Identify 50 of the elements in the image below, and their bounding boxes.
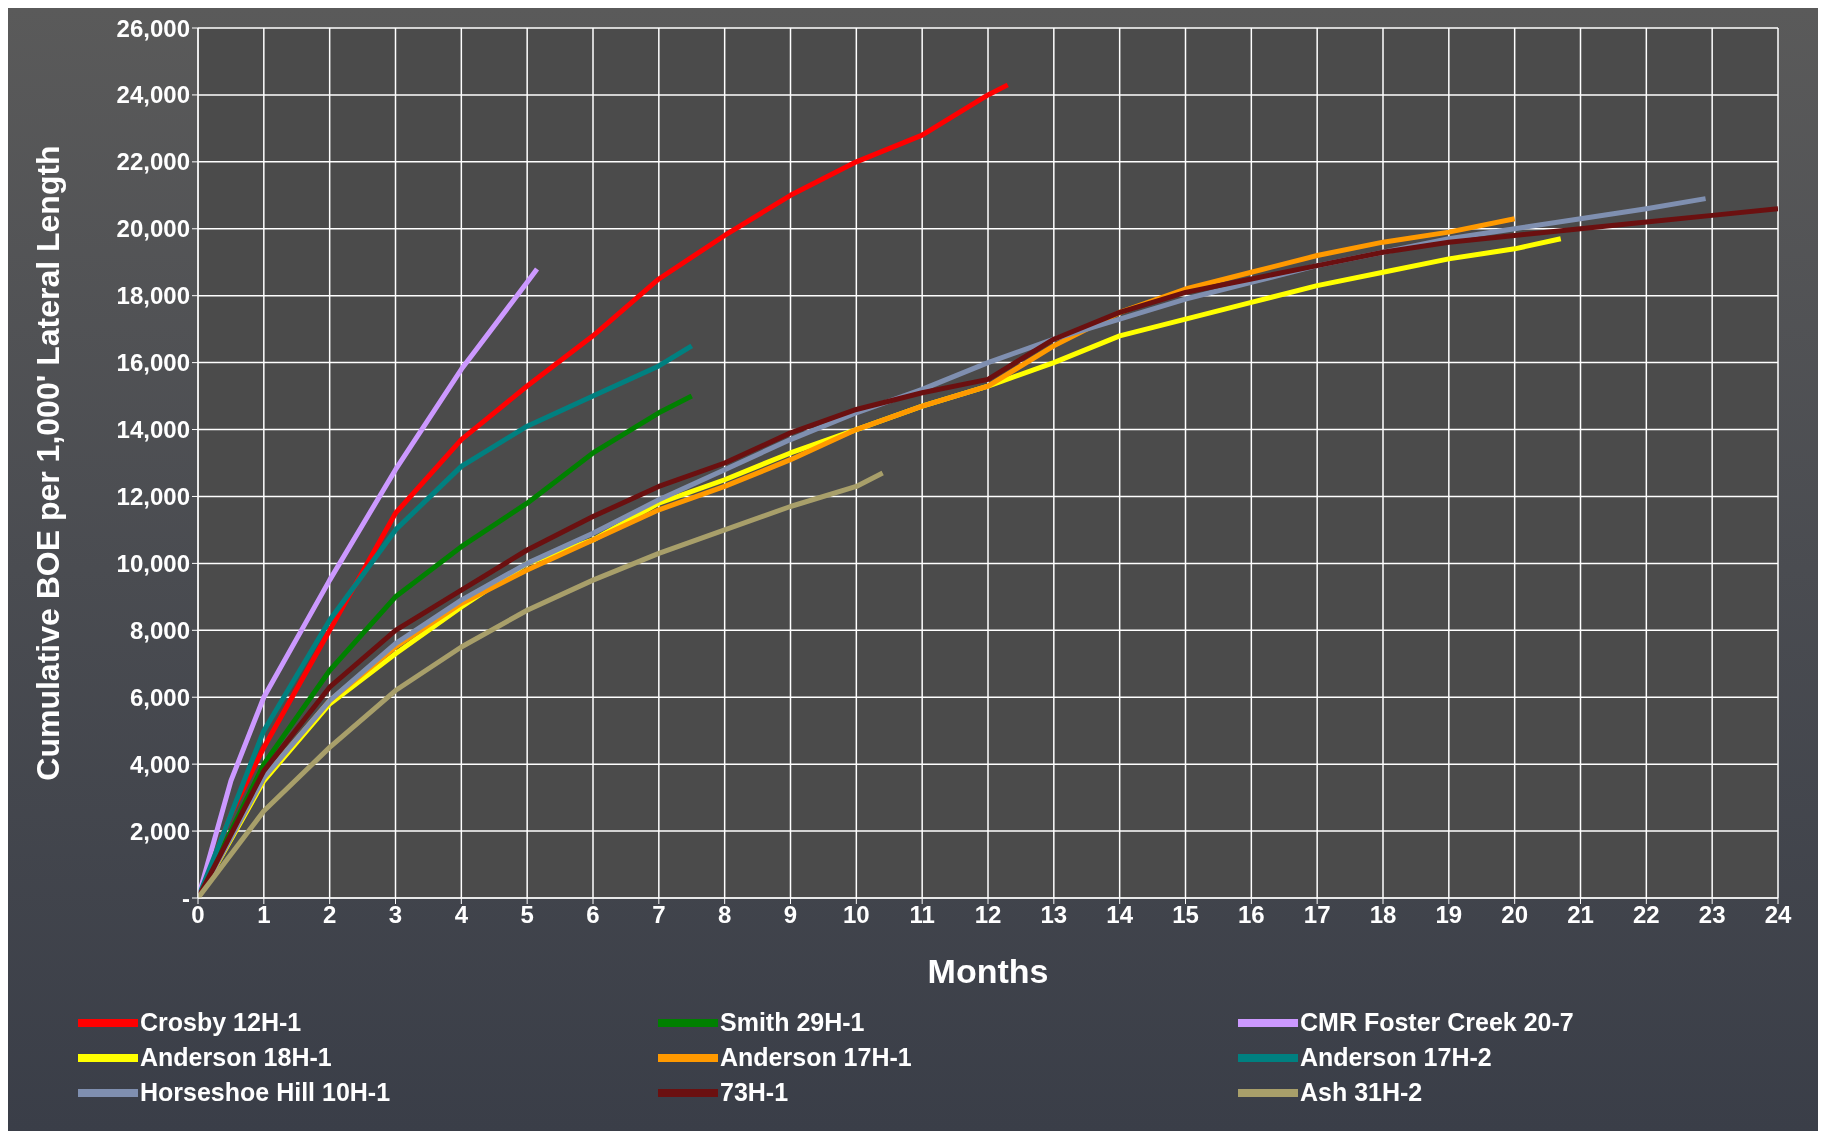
x-tick-label: 16	[1237, 901, 1265, 929]
x-tick-label: 6	[586, 901, 600, 929]
y-tick-label: 2,000	[129, 817, 190, 845]
y-tick-label: 4,000	[129, 750, 190, 778]
x-tick-label: 15	[1172, 901, 1199, 929]
x-tick-label: 11	[909, 901, 935, 929]
x-tick-label: 5	[520, 901, 534, 929]
x-tick-label: 9	[783, 901, 798, 929]
x-tick-label: 19	[1435, 901, 1463, 929]
x-tick-label: 4	[454, 901, 469, 929]
x-tick-label: 24	[1764, 901, 1792, 929]
legend-label: Anderson 18H-1	[140, 1043, 332, 1072]
y-tick-label: 12,000	[116, 482, 190, 510]
x-tick-label: 22	[1632, 901, 1660, 929]
x-tick-label: 23	[1698, 901, 1726, 929]
legend-label: Anderson 17H-1	[720, 1043, 912, 1072]
x-tick-label: 14	[1106, 901, 1134, 929]
x-tick-label: 21	[1567, 901, 1594, 929]
x-tick-label: 8	[717, 901, 732, 929]
x-tick-label: 12	[974, 901, 1002, 929]
legend-label: Anderson 17H-2	[1300, 1043, 1492, 1072]
y-tick-label: -	[182, 884, 190, 912]
y-tick-label: 10,000	[116, 549, 190, 577]
legend-label: Crosby 12H-1	[140, 1008, 302, 1037]
y-tick-label: 22,000	[116, 148, 190, 176]
legend-label: 73H-1	[720, 1078, 789, 1107]
y-tick-label: 14,000	[116, 416, 190, 444]
y-tick-label: 8,000	[129, 616, 190, 644]
y-tick-label: 20,000	[116, 215, 190, 243]
y-tick-label: 26,000	[116, 14, 190, 42]
legend-label: Horseshoe Hill 10H-1	[140, 1078, 391, 1107]
x-tick-label: 2	[322, 901, 337, 929]
x-tick-label: 13	[1040, 901, 1068, 929]
y-tick-label: 6,000	[129, 683, 190, 711]
y-axis-title: Cumulative BOE per 1,000' Lateral Length	[30, 145, 67, 781]
x-axis-title: Months	[927, 952, 1049, 990]
x-tick-label: 7	[652, 901, 666, 929]
legend-label: Ash 31H-2	[1300, 1078, 1423, 1107]
y-tick-label: 16,000	[116, 349, 190, 377]
y-tick-label: 18,000	[116, 282, 190, 310]
legend-label: CMR Foster Creek 20-7	[1300, 1008, 1574, 1037]
y-tick-label: 24,000	[116, 81, 190, 109]
x-tick-label: 10	[842, 901, 870, 929]
x-tick-label: 1	[257, 901, 271, 929]
x-tick-label: 18	[1369, 901, 1397, 929]
x-tick-label: 20	[1501, 901, 1529, 929]
legend-label: Smith 29H-1	[720, 1008, 865, 1037]
x-tick-label: 0	[191, 901, 205, 929]
x-tick-label: 3	[388, 901, 403, 929]
x-tick-label: 17	[1303, 901, 1331, 929]
